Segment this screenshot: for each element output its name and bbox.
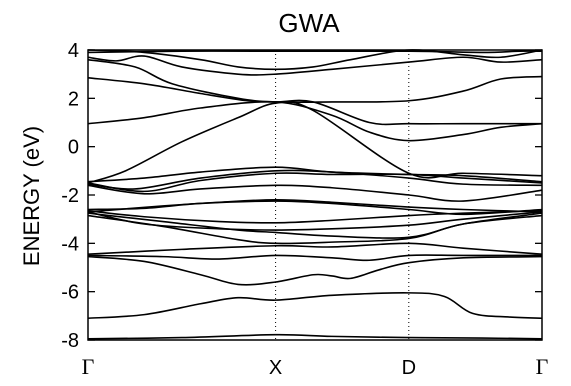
band-line-14 bbox=[87, 184, 543, 202]
band-line-19 bbox=[87, 55, 543, 76]
y-tick-label: 0 bbox=[68, 137, 79, 159]
band-line-16 bbox=[87, 100, 543, 142]
band-line-17 bbox=[87, 76, 542, 126]
band-line-4 bbox=[87, 242, 543, 256]
band-line-18 bbox=[87, 58, 543, 104]
x-kpoint-label: D bbox=[402, 357, 416, 379]
x-kpoint-label: Γ bbox=[536, 354, 549, 379]
y-tick-label: -8 bbox=[61, 330, 79, 352]
x-kpoint-label: Γ bbox=[82, 354, 95, 379]
y-tick-label: -6 bbox=[61, 282, 79, 304]
band-line-0 bbox=[87, 333, 543, 340]
band-line-8 bbox=[87, 209, 543, 224]
band-line-21 bbox=[87, 50, 543, 54]
band-lines bbox=[87, 49, 543, 340]
vertical-guides bbox=[275, 50, 410, 340]
band-line-2 bbox=[87, 255, 543, 286]
band-line-6 bbox=[87, 212, 543, 239]
y-tick-label: 4 bbox=[68, 40, 79, 62]
axes: -8 -6 -4 -2 0 2 4 Γ X D Γ bbox=[61, 40, 548, 379]
band-line-13 bbox=[87, 166, 543, 183]
band-line-3 bbox=[87, 254, 542, 262]
chart-title: GWA bbox=[278, 8, 340, 38]
band-line-1 bbox=[87, 292, 543, 320]
band-line-12 bbox=[87, 172, 543, 193]
y-tick-label: -2 bbox=[61, 185, 79, 207]
band-line-7 bbox=[87, 211, 543, 231]
y-axis-label: ENERGY (eV) bbox=[19, 126, 44, 266]
x-kpoint-label: X bbox=[269, 357, 282, 379]
band-line-11 bbox=[87, 169, 543, 190]
band-line-10 bbox=[87, 199, 543, 213]
band-line-20 bbox=[87, 49, 543, 71]
y-tick-label: -4 bbox=[61, 233, 79, 255]
y-tick-label: 2 bbox=[68, 88, 79, 110]
band-line-9 bbox=[87, 200, 543, 216]
